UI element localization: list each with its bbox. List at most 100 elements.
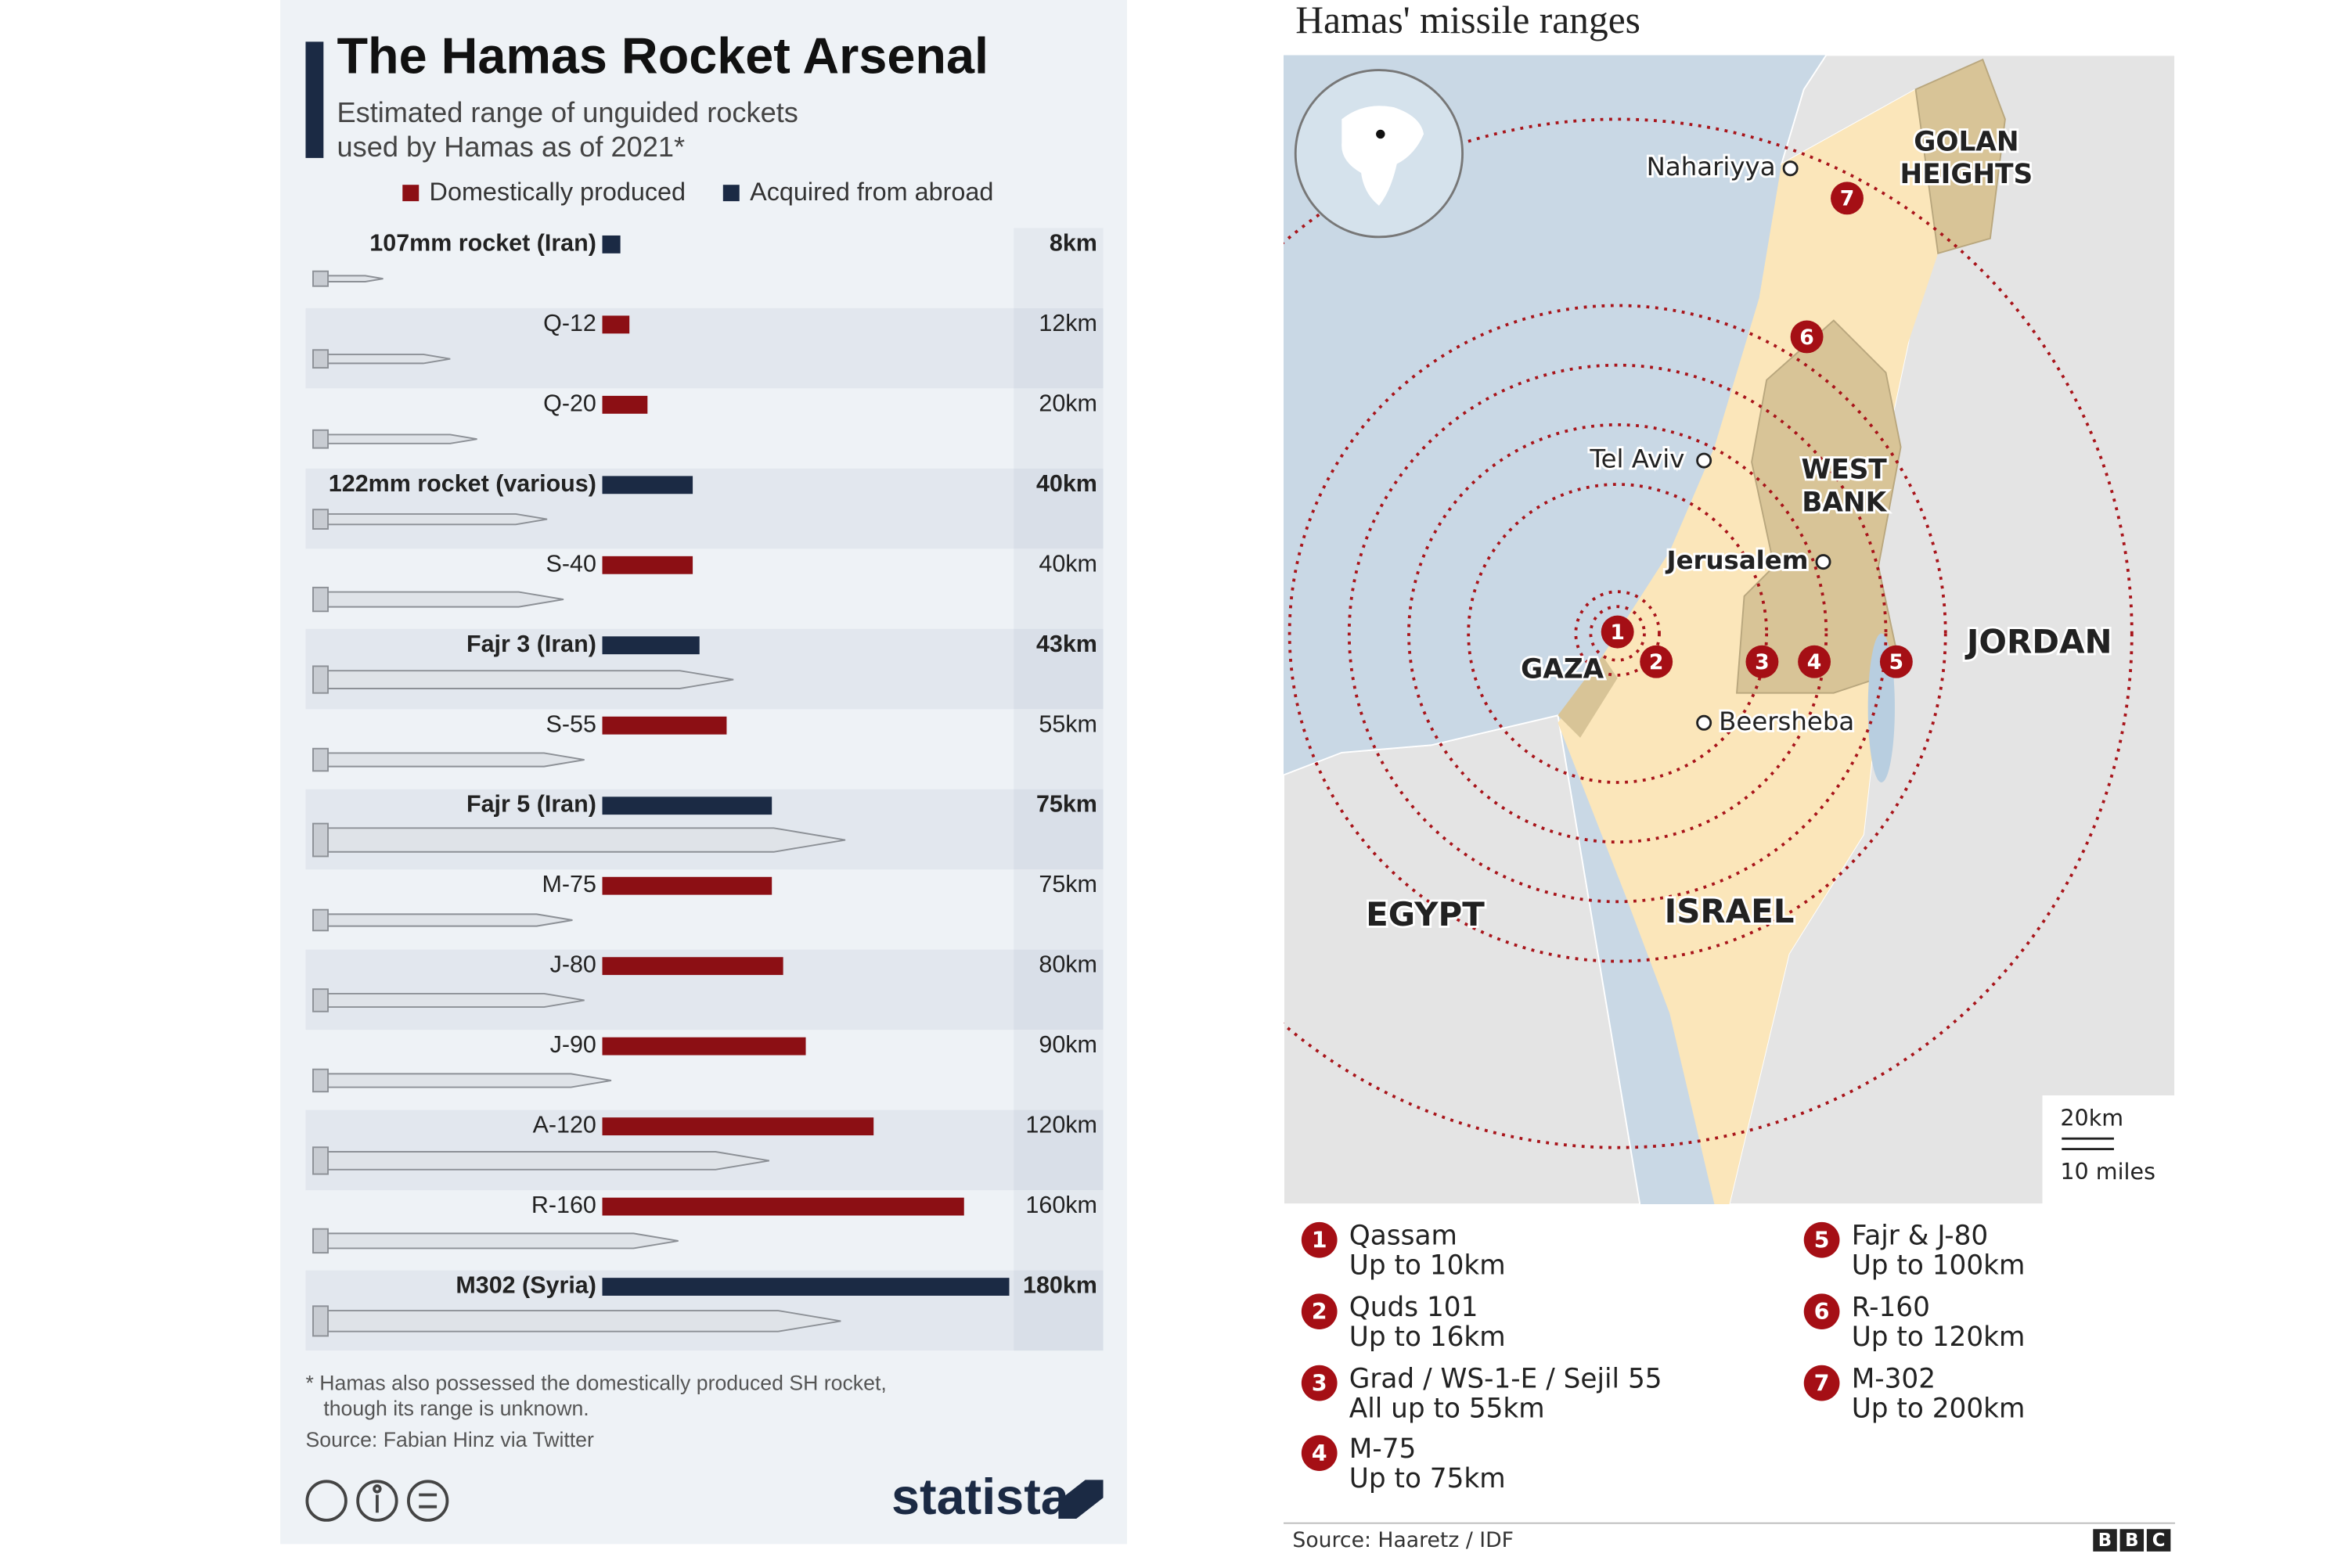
- place-label: Nahariyya: [1647, 152, 1776, 182]
- bar: [602, 636, 700, 655]
- category-label: J-80: [550, 951, 596, 978]
- rocket-fin: [312, 270, 329, 287]
- rocket-illustration: [315, 512, 548, 526]
- value-column: [1014, 1190, 1104, 1271]
- value-label: 160km: [1025, 1192, 1097, 1218]
- marker-number: 2: [1649, 650, 1664, 674]
- row-band: [305, 468, 1104, 549]
- footnote: * Hamas also possessed the domestically …: [305, 1372, 886, 1395]
- value-label: 55km: [1039, 710, 1097, 737]
- map-title: Hamas' missile ranges: [1295, 0, 1640, 41]
- value-label: 80km: [1039, 951, 1097, 978]
- legend-number: 4: [1312, 1440, 1327, 1466]
- logo-letter: B: [2125, 1530, 2138, 1551]
- legend-marker: [1803, 1221, 1840, 1258]
- scale-label: 10 miles: [2060, 1158, 2155, 1185]
- place-label: Tel Aviv: [1589, 444, 1684, 474]
- value-column: [1014, 628, 1104, 710]
- legend-marker: [1301, 1221, 1338, 1258]
- category-label: R-160: [531, 1192, 596, 1218]
- chart-title: The Hamas Rocket Arsenal: [337, 27, 989, 84]
- legend-name: M-75: [1349, 1433, 1417, 1465]
- rocket-illustration: [315, 913, 573, 927]
- row-band: [305, 628, 1104, 710]
- marker-number: 7: [1840, 187, 1855, 211]
- subtitle: Estimated range of unguided rockets: [337, 96, 798, 128]
- source: Source: Haaretz / IDF: [1292, 1528, 1514, 1552]
- value-column: [1014, 789, 1104, 870]
- rocket-fin: [312, 665, 329, 694]
- rocket-illustration: [315, 670, 734, 689]
- legend-marker: [1301, 1435, 1338, 1471]
- legend-label: Acquired from abroad: [750, 178, 993, 206]
- rocket-fin: [312, 1146, 329, 1175]
- value-column: [1014, 1109, 1104, 1191]
- bbc-panel: Hamas' missile ranges: [1284, 0, 2176, 1552]
- place-label: Jerusalem: [1666, 545, 1809, 575]
- legend-range: Up to 10km: [1349, 1250, 1506, 1282]
- value-column: [1014, 949, 1104, 1030]
- value-column: [1014, 1030, 1104, 1110]
- legend-range: Up to 200km: [1852, 1393, 2026, 1424]
- legend-range: All up to 55km: [1349, 1393, 1545, 1424]
- statista-panel: The Hamas Rocket Arsenal Estimated range…: [280, 0, 1128, 1545]
- value-column: [1014, 307, 1104, 389]
- legend-range: Up to 75km: [1349, 1463, 1506, 1494]
- value-label: 75km: [1039, 871, 1097, 897]
- city-dot: [1815, 554, 1831, 570]
- legend-number: 6: [1814, 1298, 1830, 1325]
- place-label: EGYPT: [1366, 895, 1485, 933]
- marker: [1798, 645, 1831, 678]
- marker: [1831, 182, 1864, 215]
- rocket-illustration: [315, 1232, 679, 1250]
- category-label: S-55: [546, 710, 596, 737]
- category-label: S-40: [546, 550, 596, 577]
- legend-marker: [1301, 1293, 1338, 1330]
- rocket-illustration: [315, 591, 564, 608]
- marker: [1745, 645, 1779, 678]
- bar: [602, 876, 772, 895]
- marker: [1601, 615, 1634, 649]
- subtitle: used by Hamas as of 2021*: [337, 131, 685, 163]
- place-label: BANK: [1802, 487, 1887, 518]
- city-dot: [1782, 160, 1799, 177]
- legend-number: 7: [1814, 1370, 1830, 1397]
- bar: [602, 395, 648, 414]
- title-accent: [305, 41, 324, 158]
- rocket-fin: [312, 349, 329, 369]
- bar: [602, 797, 772, 815]
- legend-name: R-160: [1852, 1292, 1930, 1323]
- category-label: M302 (Syria): [456, 1272, 596, 1299]
- value-column: [1014, 548, 1104, 629]
- city-dot: [1696, 714, 1712, 731]
- rocket-illustration: [315, 433, 477, 444]
- legend-swatch: [722, 185, 740, 202]
- logo: statista: [891, 1468, 1070, 1525]
- bar: [602, 716, 727, 735]
- category-label: Fajr 5 (Iran): [466, 791, 596, 818]
- source: Source: Fabian Hinz via Twitter: [305, 1428, 594, 1451]
- logo-letter: B: [2098, 1530, 2112, 1551]
- value-label: 12km: [1039, 310, 1097, 336]
- marker-number: 5: [1889, 650, 1904, 674]
- marker: [1790, 320, 1824, 354]
- value-label: 40km: [1036, 470, 1097, 497]
- legend-number: 5: [1814, 1227, 1830, 1253]
- value-label: 40km: [1039, 550, 1097, 577]
- logo-block: [2146, 1529, 2171, 1552]
- place-label: WEST: [1802, 454, 1888, 485]
- value-label: 90km: [1039, 1031, 1097, 1058]
- legend-marker: [1803, 1293, 1840, 1330]
- legend-label: Domestically produced: [430, 178, 686, 206]
- legend-swatch: [402, 185, 420, 202]
- category-label: Fajr 3 (Iran): [466, 631, 596, 657]
- category-label: 107mm rocket (Iran): [369, 229, 596, 256]
- category-label: M-75: [542, 871, 596, 897]
- value-column: [1014, 388, 1104, 469]
- legend-name: Quds 101: [1349, 1292, 1478, 1323]
- place-label: GOLAN: [1914, 126, 2018, 157]
- rocket-fin: [312, 509, 329, 530]
- logo-block: [2119, 1529, 2145, 1552]
